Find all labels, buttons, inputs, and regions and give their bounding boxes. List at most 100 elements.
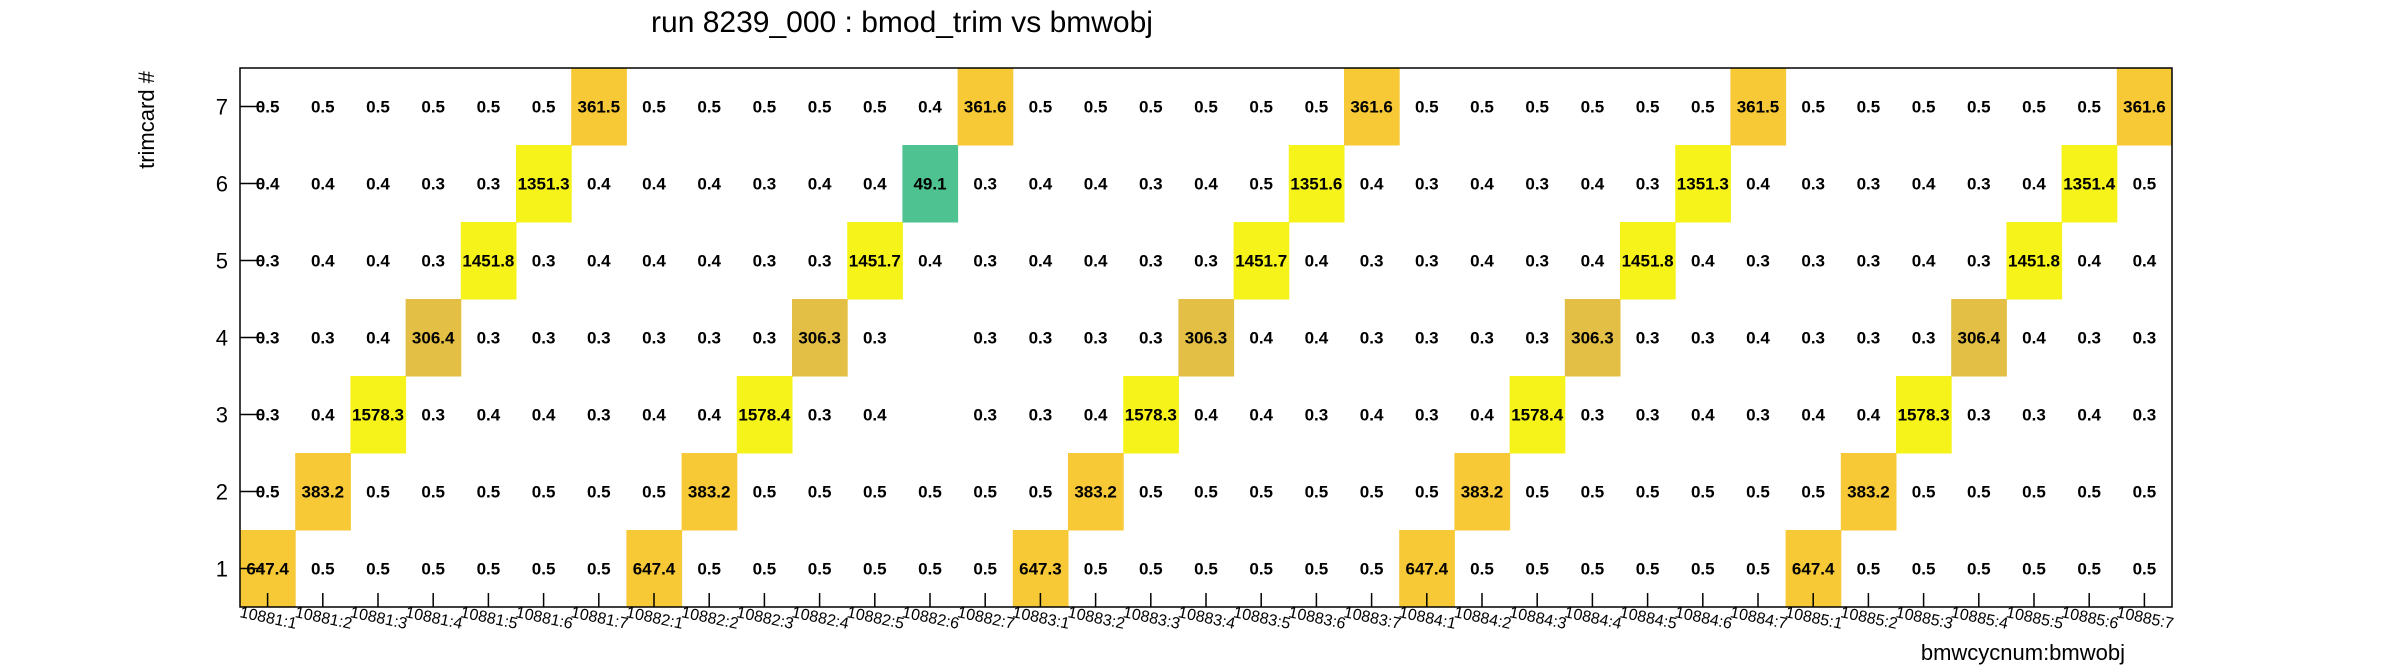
cell-value-label: 0.4 [2022, 329, 2046, 348]
x-tick-label: 10883:7 [1342, 604, 1402, 633]
x-tick-label: 10882:2 [680, 604, 740, 633]
cell-value-label: 0.4 [1360, 175, 1384, 194]
cell-value-label: 0.3 [421, 175, 445, 194]
cell-value-label: 0.5 [1581, 483, 1605, 502]
cell-value-label: 0.5 [1029, 483, 1053, 502]
cell-value-label: 0.5 [1636, 560, 1660, 579]
cell-value-label: 0.5 [973, 483, 997, 502]
cell-value-label: 0.4 [1857, 406, 1881, 425]
cell-value-label: 0.3 [1636, 175, 1660, 194]
cell-value-label: 0.3 [1746, 252, 1770, 271]
cell-value-label: 0.3 [1029, 329, 1053, 348]
cell-value-label: 0.4 [366, 329, 390, 348]
x-tick-label: 10885:4 [1949, 604, 2009, 633]
x-tick-label: 10882:3 [735, 604, 795, 633]
cell-value-label: 0.3 [1912, 329, 1936, 348]
cell-value-label: 0.4 [2133, 252, 2157, 271]
cell-value-label: 0.5 [918, 483, 942, 502]
cell-value-label: 0.5 [1249, 560, 1273, 579]
cell-value-label: 0.4 [311, 252, 335, 271]
cell-value-label: 0.4 [587, 175, 611, 194]
cell-value-label: 0.3 [2133, 406, 2157, 425]
heatmap-cell [571, 68, 627, 146]
cell-value-label: 0.3 [256, 252, 280, 271]
heatmap-cell [736, 376, 793, 454]
cell-value-label: 383.2 [1074, 483, 1117, 502]
cell-value-label: 0.3 [2077, 329, 2101, 348]
cell-value-label: 0.3 [1857, 175, 1881, 194]
cell-value-label: 0.5 [863, 560, 887, 579]
cell-value-label: 0.3 [1967, 406, 1991, 425]
cell-value-label: 1578.3 [1125, 406, 1177, 425]
cell-value-label: 0.3 [311, 329, 335, 348]
cell-value-label: 0.4 [311, 406, 335, 425]
x-tick-label: 10882:1 [625, 604, 685, 633]
cell-value-label: 0.5 [1525, 483, 1549, 502]
cell-value-label: 0.3 [1857, 252, 1881, 271]
cell-value-label: 0.5 [753, 483, 777, 502]
cell-value-label: 1578.4 [738, 406, 791, 425]
cell-value-label: 0.5 [808, 560, 832, 579]
cell-value-label: 0.5 [863, 98, 887, 117]
heatmap-cell [1068, 453, 1124, 531]
cell-value-label: 0.4 [697, 252, 721, 271]
heatmap-cell [902, 145, 959, 223]
y-tick-label: 2 [216, 480, 228, 505]
cell-value-label: 0.5 [256, 98, 280, 117]
cell-value-label: 0.5 [1691, 560, 1715, 579]
cell-value-label: 361.6 [964, 98, 1007, 117]
cell-value-label: 0.3 [1746, 406, 1770, 425]
heatmap-cell [1620, 222, 1676, 300]
x-tick-label: 10884:6 [1673, 604, 1733, 633]
cell-value-label: 0.3 [973, 329, 997, 348]
cell-value-label: 0.4 [863, 406, 887, 425]
cell-value-label: 0.3 [1967, 252, 1991, 271]
cell-value-label: 0.4 [1305, 329, 1329, 348]
cell-value-label: 0.5 [421, 560, 445, 579]
cell-value-label: 0.5 [1360, 560, 1384, 579]
cell-value-label: 0.5 [753, 560, 777, 579]
cell-value-label: 0.5 [697, 98, 721, 117]
y-tick-label: 7 [216, 95, 228, 120]
cell-value-label: 647.3 [1019, 560, 1062, 579]
cell-value-label: 0.4 [1691, 252, 1715, 271]
cell-value-label: 0.5 [421, 483, 445, 502]
cell-value-label: 0.5 [1746, 483, 1770, 502]
cell-value-label: 0.3 [1636, 406, 1660, 425]
cell-value-label: 0.3 [808, 406, 832, 425]
heatmap-cell [2006, 222, 2063, 300]
x-tick-label: 10885:2 [1839, 604, 1899, 633]
cell-value-label: 0.3 [753, 175, 777, 194]
cell-value-label: 0.3 [1360, 329, 1384, 348]
x-tick-label: 10881:6 [514, 604, 574, 633]
cell-value-label: 0.4 [1691, 406, 1715, 425]
cell-value-label: 0.5 [2077, 560, 2101, 579]
cell-value-label: 0.4 [366, 175, 390, 194]
cell-value-label: 383.2 [1847, 483, 1890, 502]
cell-value-label: 0.5 [1139, 98, 1163, 117]
x-tick-label: 10882:6 [901, 604, 961, 633]
cell-value-label: 1578.3 [1898, 406, 1950, 425]
cell-value-label: 647.4 [246, 560, 289, 579]
cell-value-label: 383.2 [302, 483, 345, 502]
cell-value-label: 0.3 [697, 329, 721, 348]
cell-value-label: 0.5 [2133, 483, 2157, 502]
y-tick-label: 5 [216, 249, 228, 274]
cell-value-label: 0.5 [1415, 98, 1439, 117]
cell-value-label: 0.5 [1470, 98, 1494, 117]
cell-value-label: 0.5 [1857, 98, 1881, 117]
cell-value-label: 1351.3 [518, 175, 570, 194]
cell-value-label: 306.3 [1571, 329, 1614, 348]
heatmap-cell [1675, 145, 1731, 223]
cell-value-label: 0.3 [1139, 329, 1163, 348]
cell-value-label: 0.3 [477, 329, 501, 348]
x-tick-label: 10881:7 [569, 604, 629, 633]
heatmap-cell [681, 453, 738, 531]
cell-value-label: 0.3 [1801, 175, 1825, 194]
cell-value-label: 0.3 [1525, 329, 1549, 348]
heatmap-cell [792, 299, 848, 377]
cell-value-label: 0.5 [973, 560, 997, 579]
cell-value-label: 1351.3 [1677, 175, 1729, 194]
x-tick-label: 10883:2 [1066, 604, 1126, 633]
